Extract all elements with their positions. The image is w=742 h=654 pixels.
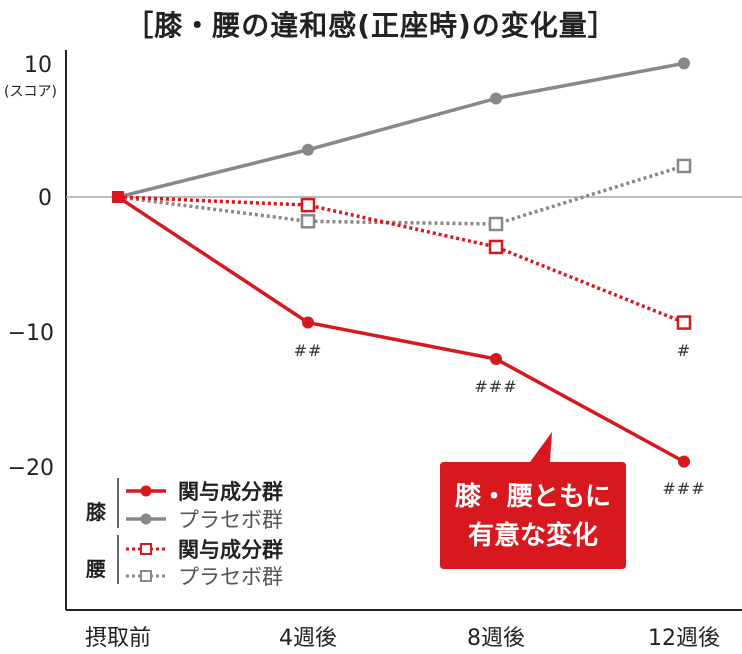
- data-point: [302, 316, 314, 329]
- x-tick-label: 8週後: [467, 626, 525, 651]
- data-point: [300, 214, 316, 229]
- significance-mark: ###: [474, 377, 517, 396]
- data-point: [488, 239, 504, 255]
- legend: 膝 関与成分群 プラセボ群 腰 関与成分群 プラセボ群: [85, 478, 283, 589]
- legend-marker-knee-placebo: [140, 513, 152, 525]
- callout-line: 有意な変化: [468, 520, 598, 551]
- series-layer: [112, 57, 692, 468]
- legend-label: プラセボ群: [178, 565, 283, 589]
- data-point: [678, 57, 690, 70]
- significance-mark: #: [677, 341, 691, 360]
- data-point: [678, 455, 690, 468]
- series-line: [117, 195, 685, 464]
- callout-line: 膝・腰ともに: [454, 482, 611, 512]
- legend-marker-waist-placebo: [140, 570, 152, 582]
- x-tick-label: 4週後: [279, 626, 337, 651]
- data-point: [300, 197, 316, 213]
- significance-mark: ##: [294, 341, 323, 360]
- y-tick-label: −20: [8, 456, 54, 481]
- callout-box: 膝・腰ともに 有意な変化: [440, 432, 626, 569]
- y-axis-unit: (スコア): [4, 84, 57, 100]
- legend-marker-knee-active: [140, 485, 152, 497]
- data-point: [302, 143, 314, 156]
- x-tick-label: 摂取前: [85, 626, 151, 651]
- baseline-point: [112, 191, 124, 203]
- legend-group-label: 腰: [85, 557, 106, 581]
- data-point: [490, 353, 502, 365]
- significance-mark: ###: [662, 479, 705, 498]
- y-tick-label: 10: [24, 53, 52, 78]
- data-point: [676, 158, 692, 174]
- legend-label: 関与成分群: [178, 538, 283, 562]
- series-line: [117, 61, 685, 199]
- series-line: [117, 195, 685, 325]
- y-tick-label: −10: [8, 321, 54, 346]
- chart-title: ［膝・腰の違和感(正座時)の変化量］: [125, 9, 617, 42]
- legend-group-label: 膝: [86, 500, 107, 524]
- legend-label: 関与成分群: [178, 480, 283, 504]
- legend-marker-waist-active: [140, 543, 152, 555]
- data-point: [676, 315, 692, 330]
- legend-label: プラセボ群: [178, 508, 283, 532]
- data-point: [490, 92, 502, 105]
- y-tick-label: 0: [38, 186, 52, 211]
- x-tick-label: 12週後: [648, 626, 720, 651]
- data-point: [488, 216, 504, 232]
